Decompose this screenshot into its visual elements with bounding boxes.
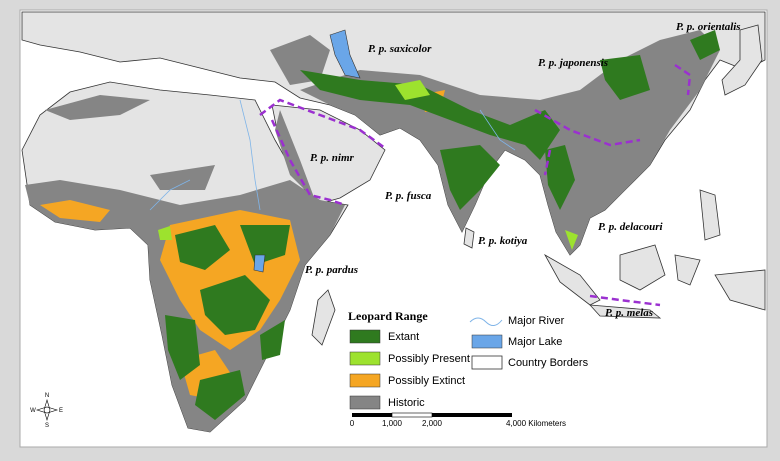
subspecies-label: P. p. saxicolor <box>368 43 432 55</box>
caspian-sea <box>329 29 361 79</box>
java <box>589 304 662 319</box>
scale-label: 4,000 Kilometers <box>506 419 566 428</box>
new-guinea <box>714 269 766 311</box>
scale-segment <box>391 412 433 418</box>
legend-swatch <box>349 395 381 410</box>
sri-lanka <box>463 227 475 249</box>
sulawesi <box>674 254 701 286</box>
compass-label: S <box>45 423 49 429</box>
legend-swatch <box>471 334 503 349</box>
compass-label: N <box>45 393 49 399</box>
scale-label: 1,000 <box>382 419 403 428</box>
compass-label: E <box>59 408 63 414</box>
japan <box>721 24 763 96</box>
legend-label: Possibly Present <box>388 353 470 365</box>
extant-africa <box>165 225 290 420</box>
extant-himalaya <box>300 70 560 160</box>
boundary-delacouri <box>534 108 641 176</box>
madagascar <box>311 289 336 346</box>
extant-asia <box>440 30 720 210</box>
historic-sahel <box>150 165 215 190</box>
legend-title: Leopard Range <box>348 309 428 323</box>
philippines <box>699 189 721 241</box>
subspecies-label: P. p. japonensis <box>538 57 608 69</box>
scale-label: 2,000 <box>422 419 443 428</box>
scale-segment <box>352 413 392 417</box>
legend-swatch <box>349 329 381 344</box>
subspecies-label: P. p. melas <box>605 307 653 319</box>
boundary-melas <box>589 294 661 307</box>
boundary-orientalis <box>674 63 692 96</box>
subspecies-label: P. p. kotiya <box>478 235 528 247</box>
legend-label: Historic <box>388 397 425 409</box>
subspecies-label: P. p. orientalis <box>676 21 741 33</box>
lake-victoria <box>253 254 266 273</box>
legend-swatch <box>471 355 503 370</box>
subspecies-label: P. p. fusca <box>385 190 432 202</box>
legend-swatch <box>349 373 381 388</box>
historic-arabia <box>275 110 315 200</box>
rivers <box>149 99 516 211</box>
legend-label: Major River <box>508 315 565 327</box>
legend-label: Major Lake <box>508 336 562 348</box>
scale-label: 0 <box>350 419 355 428</box>
historic-maghreb <box>45 95 150 120</box>
sumatra <box>543 253 601 306</box>
boundary-nimr <box>259 98 386 207</box>
scale-segment <box>432 413 512 417</box>
subspecies-label: P. p. nimr <box>310 152 355 164</box>
subspecies-label: P. p. pardus <box>305 264 358 276</box>
subspecies-label: P. p. delacouri <box>598 221 664 233</box>
borneo <box>619 244 666 291</box>
legend-swatch <box>469 317 503 326</box>
compass-rose <box>35 398 59 422</box>
legend-label: Country Borders <box>508 357 589 369</box>
legend-label: Possibly Extinct <box>388 375 465 387</box>
legend-label: Extant <box>388 331 419 343</box>
legend-swatch <box>349 351 381 366</box>
compass-label: W <box>30 408 36 414</box>
possibly-extinct-west-africa <box>40 200 110 222</box>
